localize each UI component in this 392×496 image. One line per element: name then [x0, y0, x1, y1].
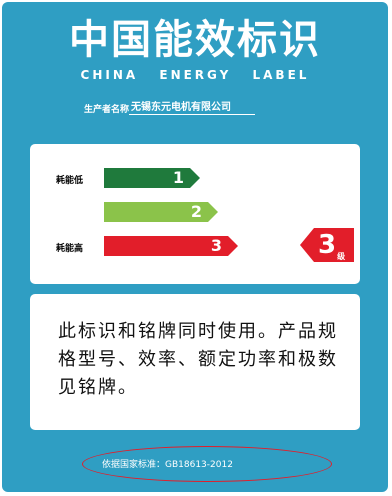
label-title-chinese: 中国能效标识 [69, 17, 321, 63]
grade-bar-2: 2 [104, 202, 218, 222]
producer-label: 生产者名称 [84, 105, 130, 115]
grade-bar-1: 1 [104, 168, 200, 188]
standard-reference: 依据国家标准：GB18613-2012 [102, 460, 233, 470]
producer-name: 无锡东元电机有限公司 [129, 98, 256, 115]
producer-row: 生产者名称 无锡东元电机有限公司 [84, 98, 256, 115]
high-consumption-label: 耗能高 [56, 244, 84, 254]
current-grade-suffix: 级 [337, 252, 346, 261]
grade-panel: 耗能低 1 2 耗能高 3 3级 [30, 144, 360, 284]
standard-oval [82, 446, 332, 482]
current-grade-indicator: 3级 [300, 228, 354, 262]
current-grade-number: 3 [318, 230, 337, 260]
info-panel: 此标识和铭牌同时使用。产品规格型号、效率、额定功率和极数见铭牌。 [30, 294, 360, 430]
energy-label-card: 中国能效标识 CHINA ENERGY LABEL 生产者名称 无锡东元电机有限公… [2, 2, 388, 492]
low-consumption-label: 耗能低 [56, 176, 84, 186]
info-text: 此标识和铭牌同时使用。产品规格型号、效率、额定功率和极数见铭牌。 [58, 321, 338, 398]
grade-bar-3: 3 [104, 236, 238, 256]
label-title-english: CHINA ENERGY LABEL [80, 68, 310, 82]
